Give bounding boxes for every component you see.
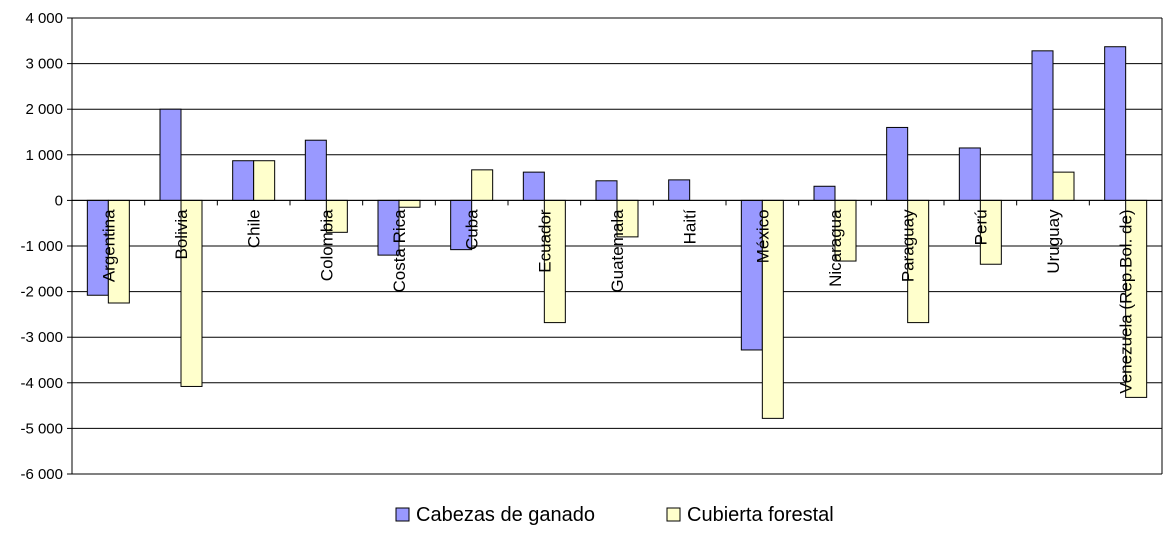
category-labels: Argentina Bolivia Chile Colombia Costa Rica C…	[99, 209, 1135, 394]
y-tick-label: -6 000	[20, 466, 63, 483]
category-label: Nicaragua	[826, 209, 845, 287]
bar-cabezas-de-ganado	[522, 171, 545, 201]
category-label: Costa Rica	[390, 209, 409, 293]
bar-cabezas-de-ganado	[232, 160, 255, 201]
category-label: Uruguay	[1044, 209, 1063, 274]
category-label: México	[753, 209, 772, 263]
category-label: Cuba	[463, 209, 482, 250]
category-label: Venezuela (Rep.Bol. de)	[1117, 209, 1136, 393]
legend: Cabezas de ganado Cubierta forestal	[395, 504, 834, 526]
axes	[71, 18, 1163, 474]
bar-cubierta-forestal	[253, 160, 276, 201]
category-label: Bolivia	[172, 209, 191, 260]
category-label: Argentina	[99, 209, 118, 282]
y-tick-label: -2 000	[20, 284, 63, 301]
y-tick-label: -3 000	[20, 329, 63, 346]
category-label: Chile	[245, 209, 264, 248]
bar-cabezas-de-ganado	[159, 108, 182, 201]
bar-cabezas-de-ganado	[1104, 46, 1127, 201]
legend-label: Cubierta forestal	[687, 504, 834, 526]
category-label: Paraguay	[899, 209, 918, 282]
bar-cabezas-de-ganado	[813, 185, 836, 201]
bar-cabezas-de-ganado	[958, 147, 981, 201]
y-axis-ticks: 4 000 3 000 2 000 1 000 0 -1 000 -2 000 -3 000 -…	[20, 10, 72, 483]
y-tick-label: 3 000	[25, 56, 63, 73]
bars	[86, 46, 1148, 419]
y-tick-label: 2 000	[25, 101, 63, 118]
bar-cabezas-de-ganado	[886, 126, 909, 201]
bar-cabezas-de-ganado	[668, 179, 691, 201]
y-tick-label: -4 000	[20, 375, 63, 392]
y-tick-label: -1 000	[20, 238, 63, 255]
bar-cabezas-de-ganado	[304, 139, 327, 201]
bar-cubierta-forestal	[471, 169, 494, 201]
y-tick-label: 4 000	[25, 10, 63, 27]
y-tick-label: -5 000	[20, 420, 63, 437]
category-label: Guatemala	[608, 209, 627, 293]
category-label: Ecuador	[535, 209, 554, 273]
legend-swatch	[395, 507, 410, 522]
y-tick-label: 1 000	[25, 147, 63, 164]
bar-cabezas-de-ganado	[1031, 50, 1054, 201]
bar-cubierta-forestal	[398, 199, 421, 208]
category-label: Colombia	[317, 209, 336, 281]
bar-cabezas-de-ganado	[595, 180, 618, 201]
legend-label: Cabezas de ganado	[416, 504, 595, 526]
category-label: Perú	[971, 209, 990, 245]
legend-swatch	[666, 507, 681, 522]
y-tick-label: 0	[55, 192, 63, 209]
category-label: Haití	[681, 209, 700, 244]
bar-cubierta-forestal	[1052, 171, 1075, 201]
